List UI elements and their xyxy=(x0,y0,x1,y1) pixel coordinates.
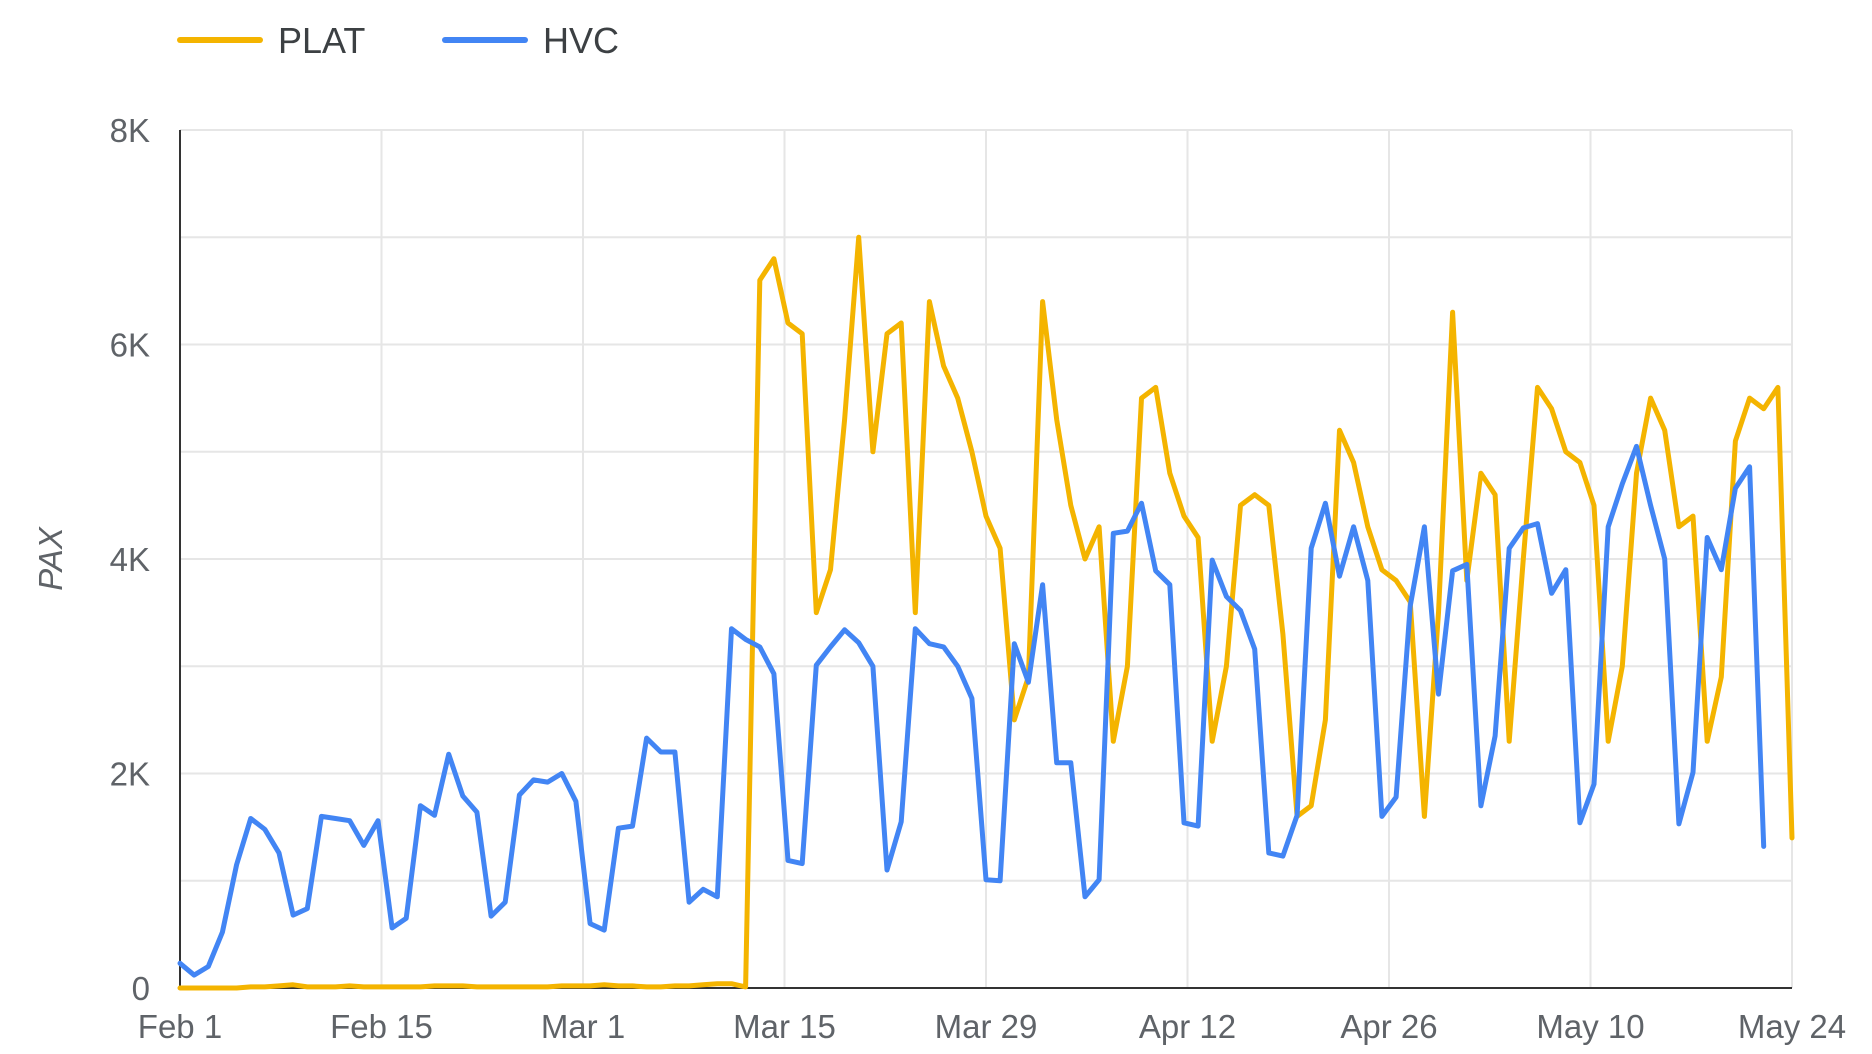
x-tick-label: Mar 15 xyxy=(733,1008,836,1045)
series-layer xyxy=(177,234,1795,991)
x-tick-label: Mar 1 xyxy=(541,1008,625,1045)
grid-layer xyxy=(180,129,1793,989)
y-tick-label: 4K xyxy=(110,541,150,578)
y-tick-label: 2K xyxy=(110,756,150,793)
y-tick-label: 6K xyxy=(110,327,150,364)
legend-label-plat: PLAT xyxy=(278,20,365,61)
label-layer: 0 2K 4K 6K 8K Feb 1 Feb 15 Mar 1 Mar 15 Mar 29 Apr… xyxy=(32,112,1846,1045)
x-tick-label: Apr 26 xyxy=(1340,1008,1437,1045)
x-tick-label: May 24 xyxy=(1738,1008,1846,1045)
series-line-hvc xyxy=(177,443,1767,978)
x-tick-label: Apr 12 xyxy=(1139,1008,1236,1045)
y-tick-label: 0 xyxy=(132,970,150,1007)
x-tick-label: May 10 xyxy=(1536,1008,1644,1045)
legend-label-hvc: HVC xyxy=(543,20,619,61)
x-tick-label: Feb 15 xyxy=(330,1008,433,1045)
series-line-plat xyxy=(177,234,1795,991)
legend: PLAT HVC xyxy=(177,20,619,61)
y-axis-title: PAX xyxy=(32,525,69,591)
y-tick-label: 8K xyxy=(110,112,150,149)
x-tick-label: Mar 29 xyxy=(935,1008,1038,1045)
x-tick-label: Feb 1 xyxy=(138,1008,222,1045)
